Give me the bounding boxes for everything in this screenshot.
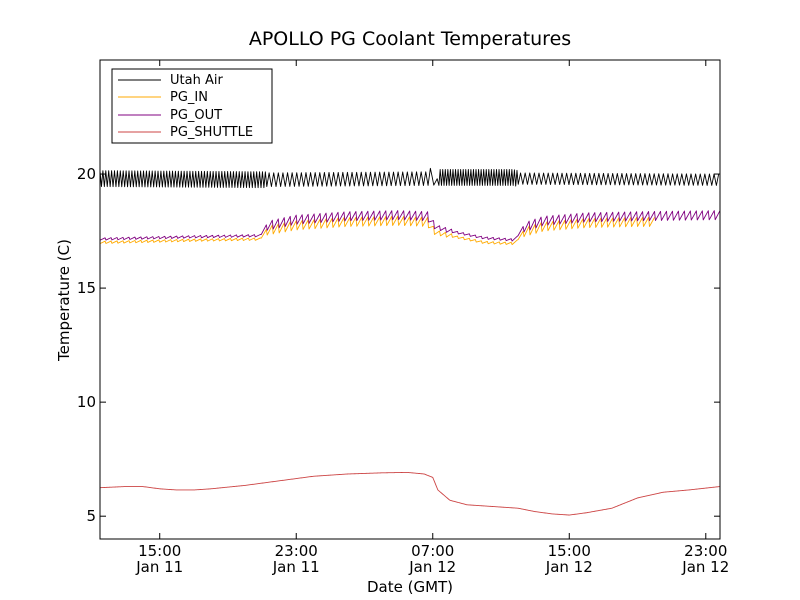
x-axis-label: Date (GMT): [367, 578, 453, 596]
plot-frame: [99, 59, 721, 540]
legend-label-pg-shuttle: PG_SHUTTLE: [170, 125, 253, 140]
y-tick-label: 5: [86, 507, 96, 525]
x-tick-label-date: Jan 11: [272, 558, 320, 576]
x-tick-label-time: 07:00: [411, 542, 454, 560]
y-tick-label: 10: [77, 393, 96, 411]
x-tick-label-date: Jan 11: [135, 558, 183, 576]
plot-area: [99, 59, 721, 540]
legend-label-pg-in: PG_IN: [170, 90, 208, 105]
x-tick-label-time: 15:00: [548, 542, 591, 560]
y-axis-label: Temperature (C): [55, 239, 73, 362]
legend-frame: [111, 68, 273, 144]
y-tick-label: 15: [77, 279, 96, 297]
chart-title: APOLLO PG Coolant Temperatures: [249, 28, 571, 50]
x-tick-label-date: Jan 12: [545, 558, 593, 576]
x-tick-label-time: 23:00: [275, 542, 318, 560]
series-line-utah-air: [100, 167, 720, 189]
x-tick-label-time: 23:00: [684, 542, 727, 560]
series-layer: [100, 167, 720, 516]
series-line-pg-shuttle: [100, 471, 720, 516]
x-tick-label-date: Jan 12: [408, 558, 456, 576]
legend-label-pg-out: PG_OUT: [170, 108, 222, 123]
series-line-pg-out: [100, 210, 720, 242]
series-line-pg-in: [100, 215, 655, 246]
legend: Utah Air PG_IN PG_OUT PG_SHUTTLE: [111, 68, 273, 144]
x-tick-label-date: Jan 12: [681, 558, 729, 576]
x-tick-label-time: 15:00: [138, 542, 181, 560]
y-tick-label: 20: [77, 165, 96, 183]
legend-label-utah-air: Utah Air: [170, 73, 223, 88]
